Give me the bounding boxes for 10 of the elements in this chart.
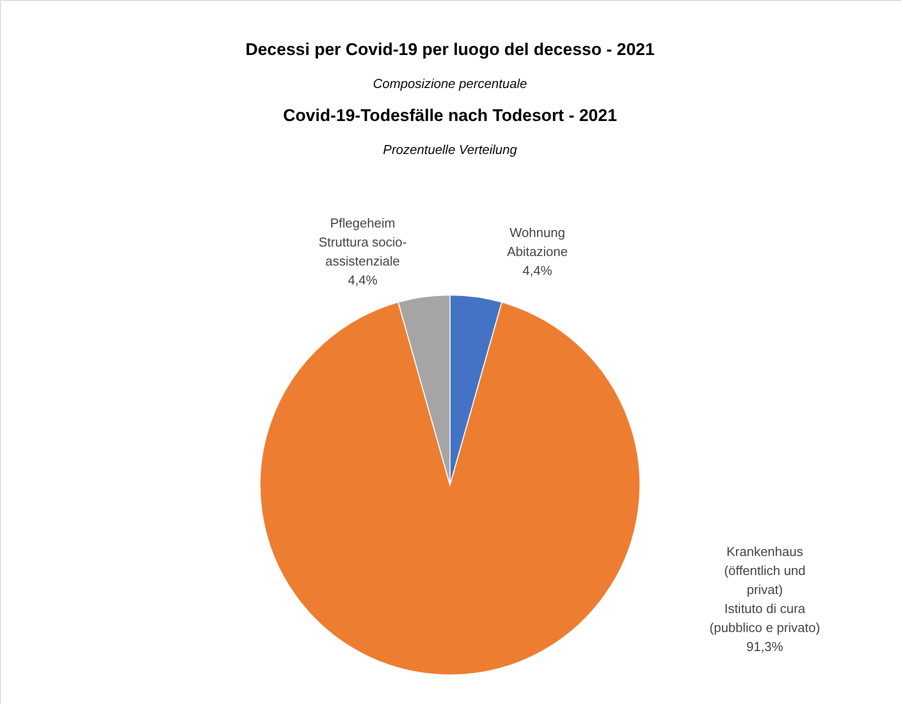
text: Composizione percentuale <box>373 76 527 91</box>
text: Decessi per Covid-19 per luogo del decesso - 2021 <box>245 40 655 59</box>
data-label: 4,4% <box>522 263 553 278</box>
slice-label: Wohnung Abitazione <box>506 225 568 260</box>
slice-label: Krankenhaus (öffentlich und privat) Istituto di cura (pubblico e privato) <box>710 544 820 636</box>
slice-label: Pflegeheim Struttura socio- assistenziale <box>318 216 407 269</box>
text: Covid-19-Todesfälle nach Todesort - 2021 <box>283 106 617 125</box>
text: Prozentuelle Verteilung <box>383 142 517 157</box>
data-label: 4,4% <box>348 272 378 288</box>
data-label: 91,3% <box>746 639 784 654</box>
